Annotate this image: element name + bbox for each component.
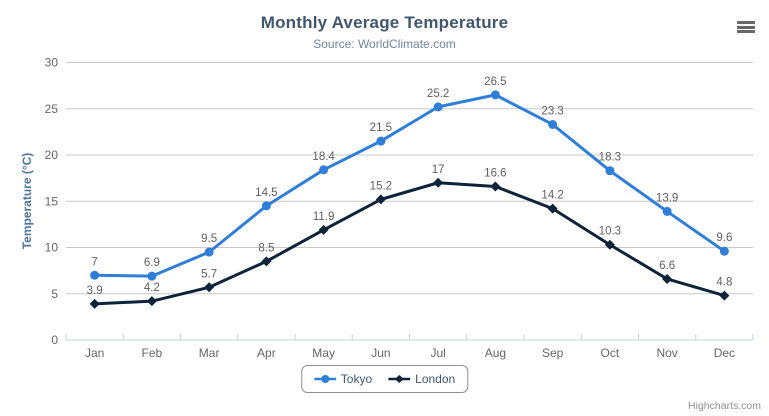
london-marker[interactable] — [719, 290, 730, 301]
x-axis-label: Mar — [199, 346, 220, 360]
data-label: 4.8 — [716, 277, 732, 289]
london-marker[interactable] — [604, 239, 615, 250]
y-axis-title: Temperature (°C) — [20, 152, 34, 250]
legend-item-london[interactable]: London — [388, 372, 455, 386]
london-marker[interactable] — [433, 177, 444, 188]
data-label: 11.9 — [313, 211, 335, 223]
tokyo-marker[interactable] — [605, 166, 615, 176]
data-label: 5.7 — [201, 268, 217, 280]
data-label: 8.5 — [258, 242, 274, 254]
x-axis-label: Oct — [601, 346, 620, 360]
x-axis-label: Jan — [85, 346, 104, 360]
chart-context-menu-button[interactable] — [735, 17, 757, 37]
data-label: 6.6 — [659, 260, 675, 272]
tokyo-marker[interactable] — [319, 165, 329, 175]
data-label: 15.2 — [370, 180, 392, 192]
tokyo-marker[interactable] — [204, 247, 214, 257]
legend-item-tokyo[interactable]: Tokyo — [313, 372, 373, 386]
tokyo-marker[interactable] — [376, 136, 386, 146]
y-axis-label: 25 — [45, 102, 59, 116]
data-label: 17 — [432, 164, 445, 176]
tokyo-marker[interactable] — [662, 206, 672, 216]
data-label: 7 — [91, 256, 97, 268]
x-axis-label: Nov — [656, 346, 677, 360]
data-label: 18.4 — [312, 151, 335, 163]
y-axis-label: 30 — [45, 56, 59, 70]
x-axis-label: Apr — [257, 346, 276, 360]
tokyo-marker[interactable] — [261, 201, 271, 211]
london-series-line[interactable] — [93, 181, 726, 306]
london-marker[interactable] — [261, 256, 272, 267]
tokyo-marker[interactable] — [548, 119, 558, 129]
data-label: 10.3 — [599, 226, 621, 238]
x-axis-label: Jul — [430, 346, 445, 360]
x-axis-label: Dec — [714, 346, 735, 360]
x-axis-label: Jun — [371, 346, 390, 360]
tokyo-marker[interactable] — [433, 102, 443, 112]
tokyo-series-line[interactable] — [93, 93, 726, 278]
y-axis-label: 20 — [45, 148, 59, 162]
data-label: 18.3 — [599, 152, 621, 164]
x-axis-label: May — [312, 346, 335, 360]
highcharts-credits-link[interactable]: Highcharts.com — [688, 400, 761, 412]
london-marker[interactable] — [547, 203, 558, 214]
x-axis-label: Sep — [542, 346, 564, 360]
data-label: 26.5 — [484, 76, 506, 88]
x-axis-label: Feb — [142, 346, 163, 360]
tokyo-series-icon — [313, 373, 336, 385]
data-label: 9.6 — [716, 232, 732, 244]
london-marker[interactable] — [89, 298, 100, 309]
tokyo-marker[interactable] — [490, 90, 500, 100]
chart-title: Monthly Average Temperature — [260, 13, 509, 32]
y-axis-label: 0 — [51, 333, 58, 347]
data-label: 3.9 — [87, 285, 103, 297]
data-label: 21.5 — [370, 122, 392, 134]
legend-label: London — [415, 372, 456, 386]
london-marker[interactable] — [490, 181, 501, 192]
y-axis-label: 10 — [45, 241, 59, 255]
x-axis-label: Aug — [485, 346, 506, 360]
data-label: 4.2 — [144, 282, 160, 294]
y-axis-label: 15 — [45, 194, 59, 208]
y-axis-label: 5 — [51, 287, 58, 301]
hamburger-icon — [737, 21, 755, 24]
data-label: 6.9 — [144, 257, 160, 269]
legend: Tokyo London — [300, 365, 469, 393]
data-label: 14.5 — [255, 187, 277, 199]
hamburger-icon — [737, 25, 755, 29]
london-marker[interactable] — [375, 194, 386, 205]
chart-subtitle: Source: WorldClimate.com — [313, 37, 456, 51]
data-label: 9.5 — [201, 233, 217, 245]
tokyo-marker[interactable] — [90, 270, 100, 280]
hamburger-icon — [737, 30, 755, 33]
london-marker[interactable] — [662, 273, 673, 284]
data-label: 14.2 — [541, 190, 563, 202]
london-marker[interactable] — [318, 224, 329, 235]
tokyo-marker[interactable] — [719, 246, 729, 256]
data-label: 25.2 — [427, 88, 449, 100]
data-label: 13.9 — [656, 192, 678, 204]
data-label: 23.3 — [541, 105, 563, 117]
london-series-icon — [388, 373, 411, 385]
tokyo-marker[interactable] — [147, 271, 157, 281]
london-marker[interactable] — [146, 296, 157, 307]
data-label: 16.6 — [484, 167, 506, 179]
london-marker[interactable] — [204, 282, 215, 293]
legend-label: Tokyo — [340, 372, 373, 386]
